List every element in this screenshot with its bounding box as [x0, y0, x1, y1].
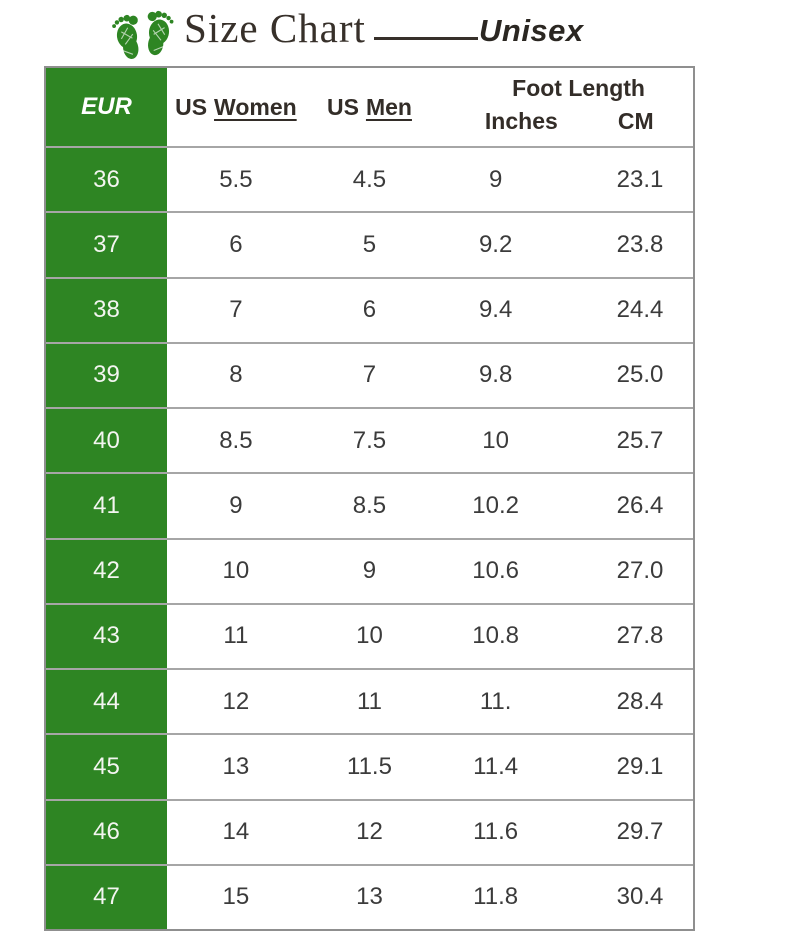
us-women-value-cell: 14	[222, 818, 250, 846]
eur-size-cell: 40	[46, 409, 167, 473]
us-men-value-cell: 12	[356, 818, 383, 846]
table-row: 44 12 11 11. 28.4	[46, 668, 693, 734]
eur-size-cell: 41	[46, 474, 167, 538]
table-row: 43 11 10 10.8 27.8	[46, 602, 693, 668]
eur-size-cell: 38	[46, 278, 167, 342]
us-men-value-cell: 11.5	[347, 752, 392, 780]
inches-value-cell: 10.2	[472, 491, 519, 519]
us-women-column-header: US Women	[167, 68, 305, 146]
eur-size-cell: 42	[46, 539, 167, 603]
cm-value-cell: 25.7	[616, 426, 664, 454]
us-men-value-cell: 11	[357, 687, 382, 715]
cm-value-cell: 23.8	[616, 230, 664, 258]
us-women-value-cell: 7	[229, 296, 243, 324]
cm-value-cell: 27.8	[616, 622, 664, 650]
us-women-label: Women	[214, 93, 297, 120]
cm-value-cell: 29.7	[616, 818, 664, 846]
eur-column-header: EUR	[46, 68, 167, 146]
inches-value-cell: 9.2	[478, 230, 513, 258]
inches-value-cell: 11.	[479, 687, 512, 715]
us-men-value-cell: 7.5	[352, 426, 387, 454]
cm-value-cell: 25.0	[616, 361, 664, 389]
footprints-icon	[112, 9, 176, 61]
us-women-value-cell: 15	[222, 883, 250, 911]
us-men-value-cell: 10	[356, 622, 383, 650]
us-men-label: Men	[365, 93, 412, 120]
us-women-value-cell: 10	[222, 557, 250, 585]
us-women-value-cell: 8.5	[219, 426, 253, 454]
us-men-prefix: US	[327, 93, 359, 120]
page-title: Size Chart	[184, 5, 366, 51]
eur-size-cell: 45	[46, 735, 167, 799]
inches-value-cell: 9.8	[478, 361, 513, 389]
table-body: 36 5.5 4.5 9 23.1 37 6 5 9.2 23.8 38 7 6 9.4 24.4 39 8 7 9…	[46, 146, 693, 929]
us-men-column-header: US Men	[305, 68, 434, 146]
us-women-value-cell: 13	[222, 752, 250, 780]
title-divider-line	[374, 37, 478, 40]
inches-value-cell: 10	[482, 426, 509, 454]
us-men-value-cell: 5	[362, 230, 377, 258]
size-table: EUR US Women US Men Foot Length Inches C…	[44, 66, 695, 931]
us-men-value-cell: 4.5	[352, 165, 387, 193]
inches-value-cell: 11.8	[473, 883, 519, 911]
table-header-row: EUR US Women US Men Foot Length Inches C…	[46, 68, 693, 146]
inches-value-cell: 11.6	[473, 818, 519, 846]
cm-value-cell: 24.4	[616, 296, 664, 324]
inches-column-header: Inches	[484, 107, 558, 134]
inches-value-cell: 10.6	[472, 557, 519, 585]
table-row: 36 5.5 4.5 9 23.1	[46, 146, 693, 212]
us-women-value-cell: 5.5	[219, 165, 253, 193]
cm-value-cell: 26.4	[616, 491, 664, 519]
table-row: 40 8.5 7.5 10 25.7	[46, 407, 693, 473]
cm-value-cell: 23.1	[616, 165, 664, 193]
inches-value-cell: 10.8	[472, 622, 519, 650]
eur-size-cell: 47	[46, 865, 167, 929]
us-men-value-cell: 13	[356, 883, 383, 911]
cm-column-header: CM	[617, 107, 654, 134]
eur-size-cell: 43	[46, 604, 167, 668]
us-men-value-cell: 8.5	[352, 491, 387, 519]
eur-size-cell: 44	[46, 670, 167, 734]
eur-size-cell: 39	[46, 343, 167, 407]
inches-value-cell: 9	[488, 165, 503, 193]
table-row: 47 15 13 11.8 30.4	[46, 863, 693, 929]
cm-value-cell: 30.4	[616, 883, 664, 911]
us-women-value-cell: 6	[229, 230, 243, 258]
table-row: 39 8 7 9.8 25.0	[46, 341, 693, 407]
us-men-value-cell: 6	[362, 296, 377, 324]
table-row: 46 14 12 11.6 29.7	[46, 798, 693, 864]
inches-value-cell: 9.4	[478, 296, 513, 324]
eur-size-cell: 37	[46, 213, 167, 277]
cm-value-cell: 29.1	[616, 752, 664, 780]
cm-value-cell: 27.0	[616, 557, 664, 585]
inches-value-cell: 11.4	[473, 752, 519, 780]
us-women-prefix: US	[175, 93, 208, 120]
eur-size-cell: 36	[46, 148, 167, 212]
us-women-value-cell: 9	[229, 491, 243, 519]
us-men-value-cell: 9	[362, 557, 377, 585]
cm-value-cell: 28.4	[616, 687, 664, 715]
foot-length-header: Foot Length	[512, 75, 645, 101]
table-row: 45 13 11.5 11.4 29.1	[46, 733, 693, 799]
table-row: 41 9 8.5 10.2 26.4	[46, 472, 693, 538]
unisex-label: Unisex	[479, 13, 584, 48]
foot-length-subheaders: Inches CM	[464, 102, 693, 140]
us-women-value-cell: 11	[223, 622, 249, 650]
foot-length-column-group: Foot Length Inches CM	[434, 68, 693, 146]
table-row: 38 7 6 9.4 24.4	[46, 276, 693, 342]
table-row: 37 6 5 9.2 23.8	[46, 211, 693, 277]
table-row: 42 10 9 10.6 27.0	[46, 537, 693, 603]
us-men-value-cell: 7	[362, 361, 377, 389]
us-women-value-cell: 8	[229, 361, 243, 389]
eur-size-cell: 46	[46, 800, 167, 864]
us-women-value-cell: 12	[222, 687, 250, 715]
